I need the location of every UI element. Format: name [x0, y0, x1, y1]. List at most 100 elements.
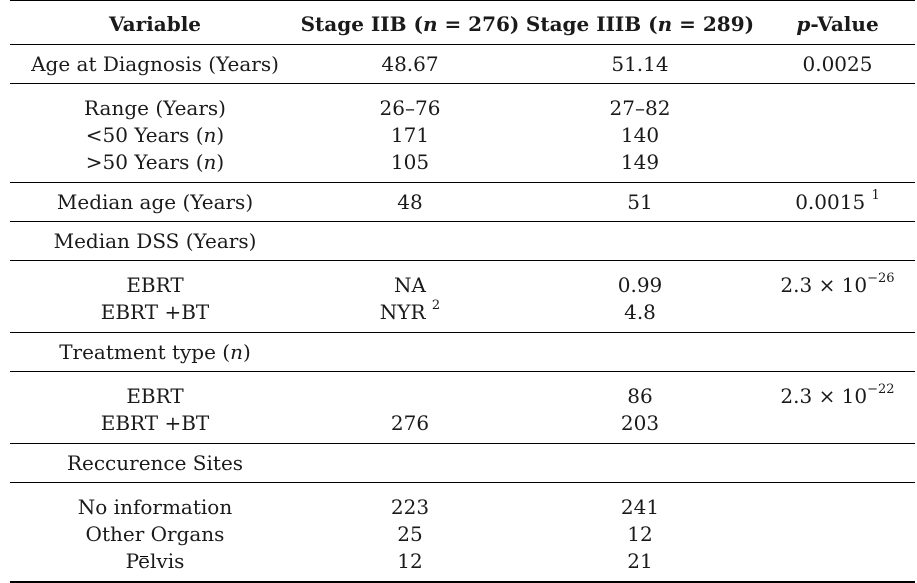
- cell-iiib-group: 0.99 4.8: [520, 260, 760, 333]
- header-pvalue-p: p: [796, 11, 811, 36]
- treatment-n: n: [230, 339, 243, 364]
- header-stage-iiib-n: n: [657, 11, 673, 36]
- cell-iib: 48: [300, 182, 520, 222]
- header-stage-iiib-prefix: Stage IIIB (: [525, 11, 658, 36]
- cell-iiib-ebrt-bt: 4.8: [624, 300, 656, 324]
- header-pvalue-suffix: -Value: [810, 11, 879, 36]
- table-row-dss-group: EBRT EBRT +BT NA NYR 2 0.99 4.8 2.3 × 10…: [10, 260, 915, 333]
- cell-iib-empty: [300, 332, 520, 372]
- gt50-n: n: [203, 150, 217, 174]
- cell-label-no-info: No information: [77, 495, 233, 519]
- lt50-prefix: <50 Years (: [85, 123, 204, 147]
- cell-label: Median age (Years): [10, 182, 300, 222]
- table-row-median-age: Median age (Years) 48 51 0.0015 1: [10, 182, 915, 222]
- cell-iib-empty: [300, 443, 520, 483]
- cell-label-ebrt-bt: EBRT +BT: [100, 300, 210, 324]
- cell-iib-group: 276: [300, 371, 520, 444]
- cell-label-group: EBRT EBRT +BT: [10, 371, 300, 444]
- cell-iiib-empty: [520, 332, 760, 372]
- header-pvalue: p-Value: [760, 0, 915, 45]
- table-header-row: Variable Stage IIB (n = 276) Stage IIIB …: [10, 0, 915, 45]
- footnote-rule: [140, 556, 148, 557]
- header-stage-iib: Stage IIB (n = 276): [300, 0, 520, 45]
- table-row-treatment-group: EBRT EBRT +BT 276 86 203 2.3 × 10−22: [10, 371, 915, 444]
- cell-label-group: Range (Years) <50 Years (n) >50 Years (n…: [10, 83, 300, 183]
- cell-iib-ebrt: NA: [394, 273, 426, 297]
- cell-pvalue-empty: [760, 332, 915, 372]
- cell-label-ebrt-bt: EBRT +BT: [100, 411, 210, 435]
- pvalue-text: 0.0015: [795, 189, 866, 214]
- cell-pvalue-empty: [760, 482, 915, 583]
- cell-iiib-ebrt: 0.99: [617, 273, 663, 297]
- header-variable: Variable: [10, 0, 300, 45]
- cell-iiib-other-organs: 12: [627, 522, 653, 546]
- cell-iiib-ebrt-bt: 203: [620, 411, 660, 435]
- cell-pvalue-group: 2.3 × 10−22: [760, 371, 915, 444]
- data-table-container: Variable Stage IIB (n = 276) Stage IIIB …: [10, 0, 915, 583]
- cell-pvalue: 0.0015 1: [760, 182, 915, 222]
- table-row-age-diagnosis: Age at Diagnosis (Years) 48.67 51.14 0.0…: [10, 44, 915, 84]
- cell-label-gt50: >50 Years (n): [10, 149, 300, 176]
- pvalue-exponent: −26: [867, 271, 895, 287]
- cell-pvalue-empty: [760, 443, 915, 483]
- clinical-characteristics-table: Variable Stage IIB (n = 276) Stage IIIB …: [10, 0, 915, 583]
- header-stage-iiib: Stage IIIB (n = 289): [520, 0, 760, 45]
- cell-iiib-group: 27–82 140 149: [520, 83, 760, 183]
- cell-pvalue-empty: [760, 221, 915, 261]
- cell-iiib-no-info: 241: [620, 495, 660, 519]
- pvalue-base: 2.3 × 10: [780, 384, 868, 408]
- cell-iib-ebrt-bt: NYR 2: [300, 299, 520, 326]
- cell-pvalue-empty: [760, 83, 915, 183]
- cell-iib-no-info: 223: [390, 495, 430, 519]
- cell-iib-ebrt-bt: 276: [390, 411, 430, 435]
- cell-iib-lt50: 171: [390, 123, 430, 147]
- cell-pvalue: 0.0025: [760, 44, 915, 84]
- lt50-suffix: ): [216, 123, 225, 147]
- cell-label-group: EBRT EBRT +BT: [10, 260, 300, 333]
- cell-iiib-gt50: 149: [620, 150, 660, 174]
- cell-iiib: 51: [520, 182, 760, 222]
- cell-iib-gt50: 105: [390, 150, 430, 174]
- cell-iiib-ebrt: 86: [627, 384, 653, 408]
- header-stage-iib-suffix: = 276): [437, 11, 520, 36]
- lt50-n: n: [203, 123, 217, 147]
- header-stage-iib-n: n: [422, 11, 438, 36]
- cell-iib-group: 26–76 171 105: [300, 83, 520, 183]
- cell-iiib-lt50: 140: [620, 123, 660, 147]
- table-row-median-dss: Median DSS (Years): [10, 221, 915, 261]
- cell-iiib-empty: [520, 443, 760, 483]
- table-row-recurrence-group: No information Other Organs Pelvis 223 2…: [10, 482, 915, 583]
- cell-iib-ebrt: [300, 383, 520, 410]
- cell-iib-empty: [300, 221, 520, 261]
- cell-pvalue-dss: 2.3 × 10−26: [760, 272, 915, 299]
- gt50-prefix: >50 Years (: [85, 150, 204, 174]
- cell-label-group: No information Other Organs Pelvis: [10, 482, 300, 583]
- cell-label-ebrt: EBRT: [126, 384, 184, 408]
- treatment-suffix: ): [243, 339, 251, 364]
- cell-iib-range: 26–76: [379, 96, 441, 120]
- table-row-treatment-type: Treatment type (n): [10, 332, 915, 372]
- table-row-age-range-group: Range (Years) <50 Years (n) >50 Years (n…: [10, 83, 915, 183]
- cell-iiib-pelvis: 21: [627, 549, 653, 573]
- cell-iib: 48.67: [300, 44, 520, 84]
- cell-pvalue-group: 2.3 × 10−26: [760, 260, 915, 333]
- cell-label-range: Range (Years): [84, 96, 226, 120]
- cell-label: Treatment type (n): [10, 332, 300, 372]
- footnote-marker: 2: [431, 298, 441, 314]
- pvalue-base: 2.3 × 10: [780, 273, 868, 297]
- cell-iib-group: NA NYR 2: [300, 260, 520, 333]
- cell-iib-group: 223 25 12: [300, 482, 520, 583]
- cell-pvalue-treatment: 2.3 × 10−22: [760, 383, 915, 410]
- cell-iiib-range: 27–82: [609, 96, 671, 120]
- pvalue-exponent: −22: [867, 382, 895, 398]
- footnote-marker: 1: [871, 187, 880, 203]
- cell-label: Reccurence Sites: [10, 443, 300, 483]
- table-row-recurrence-sites: Reccurence Sites: [10, 443, 915, 483]
- cell-iib-pelvis: 12: [397, 549, 423, 573]
- cell-label-lt50: <50 Years (n): [10, 122, 300, 149]
- cell-label-other-organs: Other Organs: [85, 522, 225, 546]
- cell-iiib: 51.14: [520, 44, 760, 84]
- header-stage-iiib-suffix: = 289): [672, 11, 755, 36]
- nyr-text: NYR: [379, 300, 426, 324]
- treatment-prefix: Treatment type (: [59, 339, 231, 364]
